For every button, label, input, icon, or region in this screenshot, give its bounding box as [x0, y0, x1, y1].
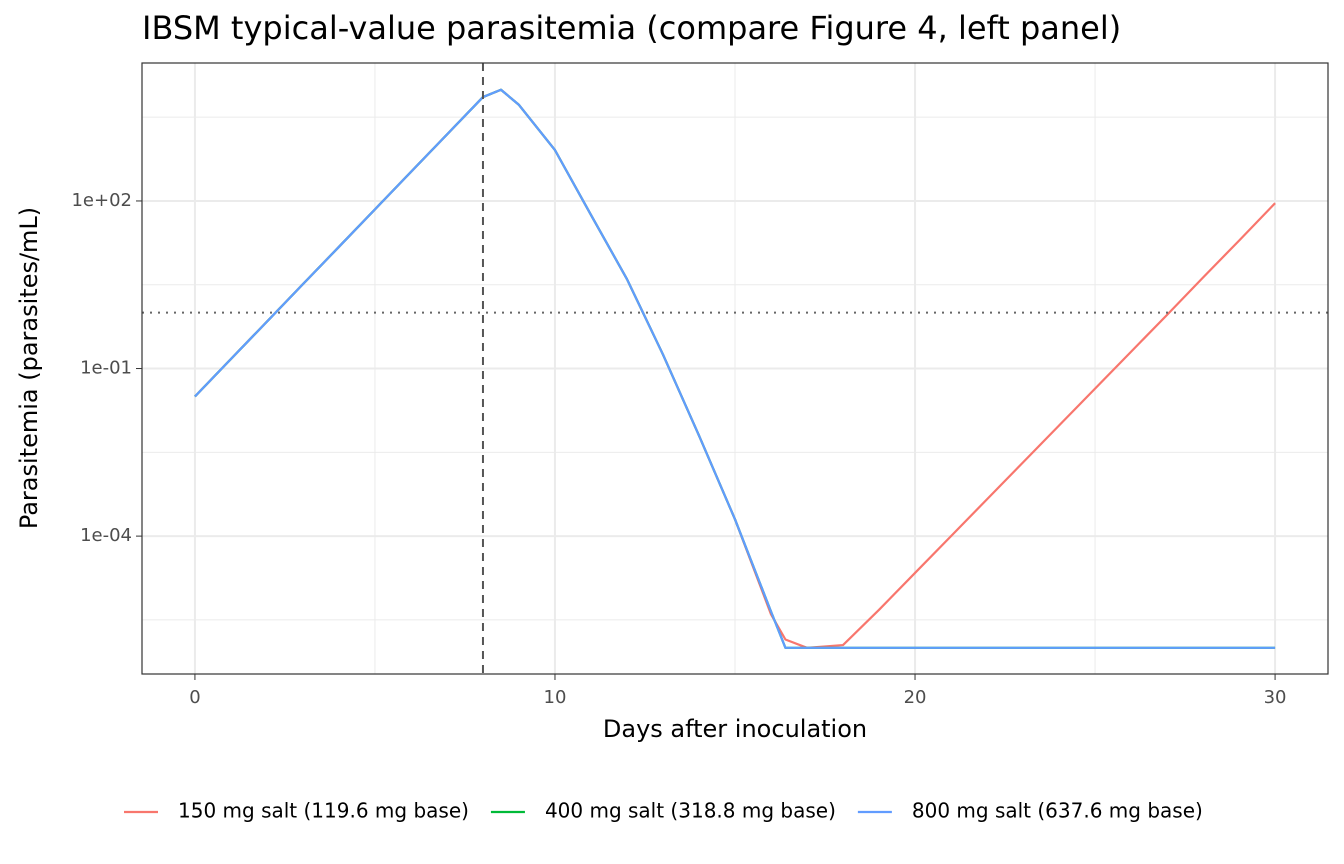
chart-title: IBSM typical-value parasitemia (compare …: [142, 9, 1121, 47]
x-tick-label: 10: [544, 687, 567, 708]
x-tick-label: 0: [189, 687, 200, 708]
legend-label: 800 mg salt (637.6 mg base): [912, 799, 1203, 823]
x-tick-label: 20: [904, 687, 927, 708]
x-tick-label: 30: [1264, 687, 1287, 708]
plot-panel-border: [141, 62, 1329, 675]
y-tick-label: 1e+02: [71, 190, 132, 211]
y-tick-label: 1e-01: [80, 358, 132, 379]
legend-label: 150 mg salt (119.6 mg base): [178, 799, 469, 823]
legend-label: 400 mg salt (318.8 mg base): [545, 799, 836, 823]
y-tick-label: 1e-04: [80, 525, 132, 546]
x-axis-label: Days after inoculation: [603, 715, 867, 743]
data-line: [194, 88, 1276, 649]
y-axis-label: Parasitemia (parasites/mL): [15, 207, 43, 529]
